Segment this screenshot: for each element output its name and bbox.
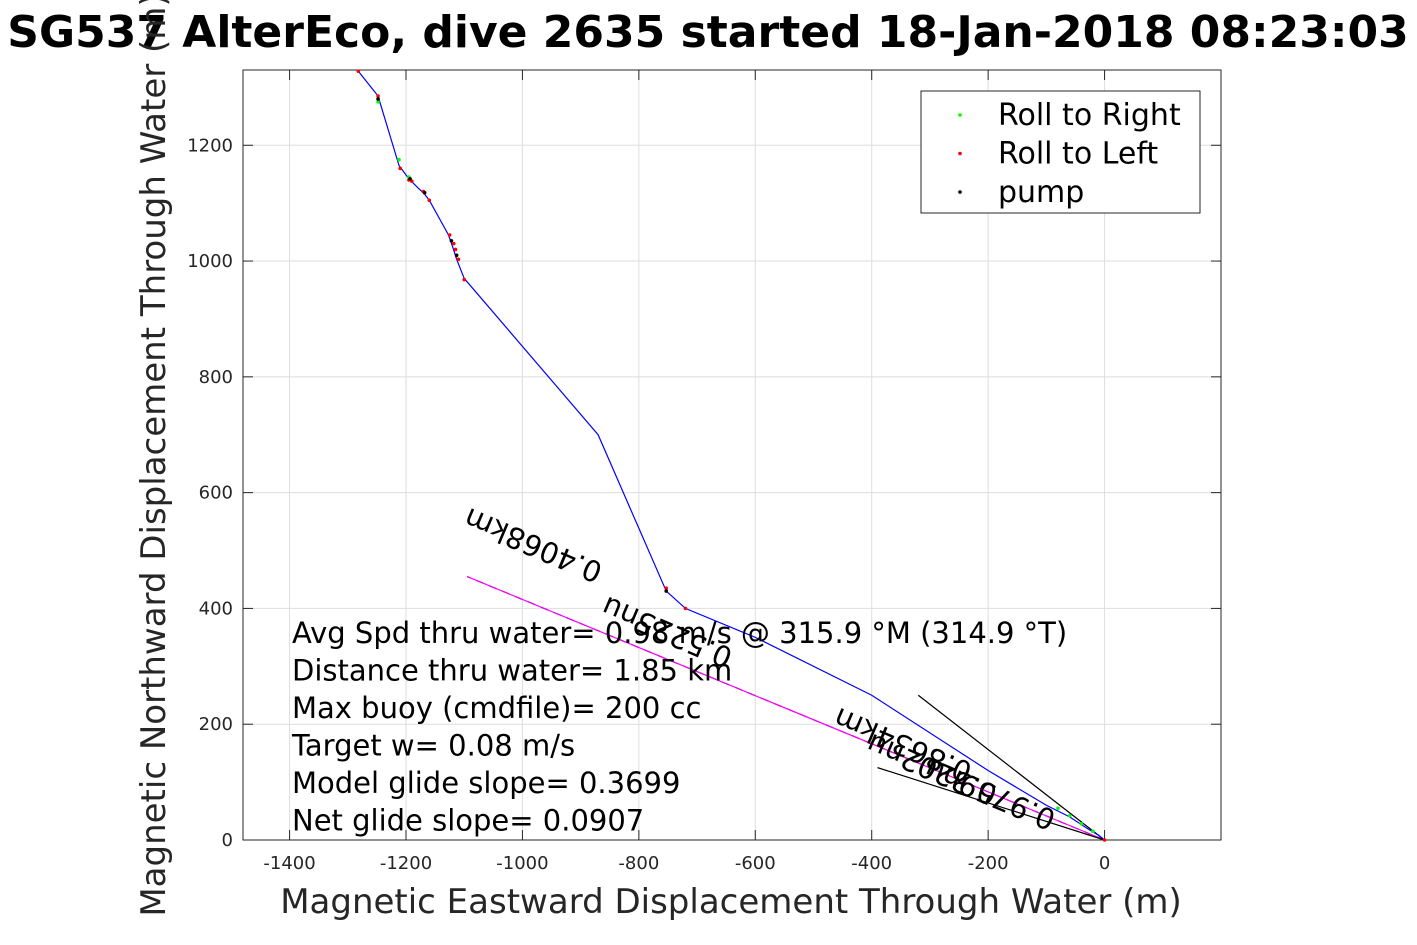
x-tick-label: -1200 — [380, 853, 432, 874]
roll-left-point — [427, 198, 432, 203]
roll-left-point — [1102, 838, 1107, 842]
roll-left-point — [664, 586, 669, 590]
legend-label: Roll to Left — [998, 137, 1158, 172]
x-axis-label: Magnetic Eastward Displacement Through W… — [280, 882, 1182, 922]
roll-left-point — [683, 606, 688, 611]
roll-left-point — [376, 94, 380, 98]
stat-line: Max buoy (cmdfile)= 200 cc — [292, 691, 701, 725]
chart-title: SG537 AlterEco, dive 2635 started 18-Jan… — [7, 7, 1408, 58]
roll-right-point — [1079, 821, 1084, 826]
stat-line: Distance thru water= 1.85 km — [292, 654, 732, 688]
y-tick-label: 0 — [222, 830, 233, 851]
x-tick-label: -1400 — [263, 853, 315, 874]
roll-right-point — [397, 157, 401, 162]
pump-point — [664, 589, 669, 593]
roll-left-point — [356, 69, 361, 73]
legend-marker — [958, 113, 962, 117]
roll-left-point — [456, 257, 461, 262]
roll-left-point — [462, 277, 467, 282]
reference-line — [877, 767, 1105, 841]
x-tick-label: -400 — [851, 853, 892, 874]
pump-point — [376, 97, 380, 101]
y-tick-label: 1000 — [187, 251, 233, 272]
y-axis-label: Magnetic Northward Displacement Through … — [134, 0, 174, 917]
y-tick-label: 400 — [199, 598, 233, 619]
roll-right-point — [1056, 806, 1060, 810]
roll-right-point — [1091, 829, 1095, 834]
ticks: -1400 -1200 -1000 -800 -600 -400 -200 0 0 200 400 6… — [187, 70, 1221, 874]
roll-left-point — [453, 247, 458, 252]
stat-line: Avg Spd thru water= 0.98 m/s @ 315.9 °M … — [292, 616, 1067, 650]
y-tick-label: 200 — [199, 714, 233, 735]
x-tick-label: 0 — [1099, 853, 1110, 874]
legend-box — [920, 90, 1201, 214]
pump-point — [422, 190, 427, 195]
pump-point — [449, 238, 454, 243]
stats-block: Avg Spd thru water= 0.98 m/s @ 315.9 °M … — [291, 616, 1067, 838]
plot-frame — [242, 69, 1222, 841]
roll-left-point — [447, 233, 452, 237]
x-tick-label: -800 — [618, 853, 659, 874]
stat-line: Target w= 0.08 m/s — [291, 729, 575, 763]
reference-line — [466, 576, 1105, 841]
stat-line: Net glide slope= 0.0907 — [292, 804, 644, 838]
legend-marker — [958, 151, 962, 156]
marker-layer — [356, 69, 1107, 842]
pump-point — [408, 177, 412, 181]
x-tick-label: -1000 — [496, 853, 548, 874]
legend-marker — [958, 190, 962, 194]
reference-lines — [466, 576, 1105, 841]
roll-left-point — [398, 166, 402, 171]
x-tick-label: -600 — [735, 853, 776, 874]
legend-label: pump — [998, 175, 1084, 210]
pump-point — [454, 253, 459, 258]
legend-label: Roll to Right — [998, 98, 1181, 133]
y-tick-label: 600 — [199, 483, 233, 504]
x-tick-label: -200 — [968, 853, 1009, 874]
reference-line — [917, 694, 1105, 841]
roll-right-point — [376, 100, 380, 104]
y-tick-label: 800 — [199, 367, 233, 388]
roll-right-point — [1067, 813, 1072, 818]
y-tick-label: 1200 — [187, 135, 233, 156]
roll-left-point — [451, 241, 456, 246]
stat-line: Model glide slope= 0.3699 — [292, 766, 680, 800]
